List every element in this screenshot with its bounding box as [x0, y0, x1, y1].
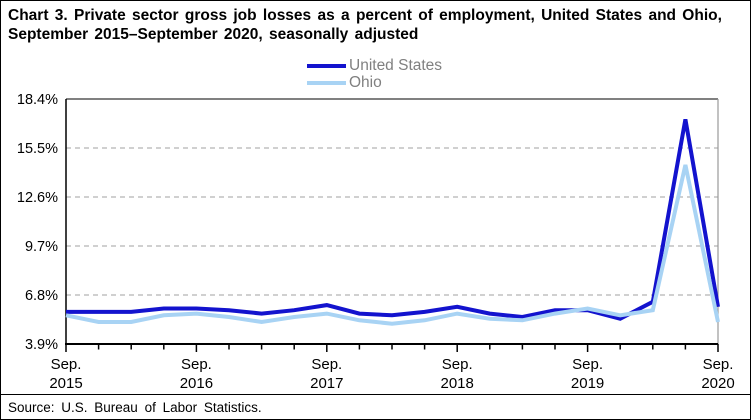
x-tick-year-2018: 2018 [441, 375, 474, 392]
y-tick-label-6.8: 6.8% [25, 288, 58, 304]
ohio-line [65, 164, 720, 326]
x-tick-month-2019: Sep. [572, 356, 603, 373]
x-tick-year-2015: 2015 [49, 375, 82, 392]
x-tick-year-2016: 2016 [180, 375, 213, 392]
united-states-line [66, 118, 720, 321]
legend-label-ohio: Ohio [349, 74, 382, 91]
legend: United States Ohio [307, 57, 442, 91]
legend-item-united-states: United States [307, 57, 442, 74]
ohio-line-swatch [307, 80, 346, 85]
x-tick-month-2017: Sep. [311, 356, 342, 373]
y-tick-label-12.6: 12.6% [17, 190, 58, 206]
x-tick-month-2020: Sep. [703, 356, 734, 373]
y-tick-label-15.5: 15.5% [17, 141, 58, 157]
legend-item-ohio: Ohio [307, 74, 442, 91]
source-text: Source: U.S. Bureau of Labor Statistics. [8, 400, 262, 415]
chart-title-line1: Chart 3. Private sector gross job losses… [8, 7, 722, 24]
x-tick-month-2015: Sep. [51, 356, 82, 373]
x-tick-year-2019: 2019 [571, 375, 604, 392]
source-divider [1, 394, 750, 395]
y-tick-label-9.7: 9.7% [25, 239, 58, 255]
x-tick-month-2018: Sep. [442, 356, 473, 373]
united-states-line-swatch [307, 63, 346, 68]
legend-label-united-states: United States [349, 57, 443, 74]
x-tick-year-2020: 2020 [701, 375, 734, 392]
x-tick-year-2017: 2017 [310, 375, 343, 392]
x-tick-month-2016: Sep. [181, 356, 212, 373]
y-tick-label-3.9: 3.9% [25, 337, 58, 353]
chart-title: Chart 3. Private sector gross job losses… [8, 6, 748, 44]
y-tick-label-18.4: 18.4% [17, 92, 58, 108]
chart-title-line2: September 2015–September 2020, seasonall… [8, 26, 419, 43]
